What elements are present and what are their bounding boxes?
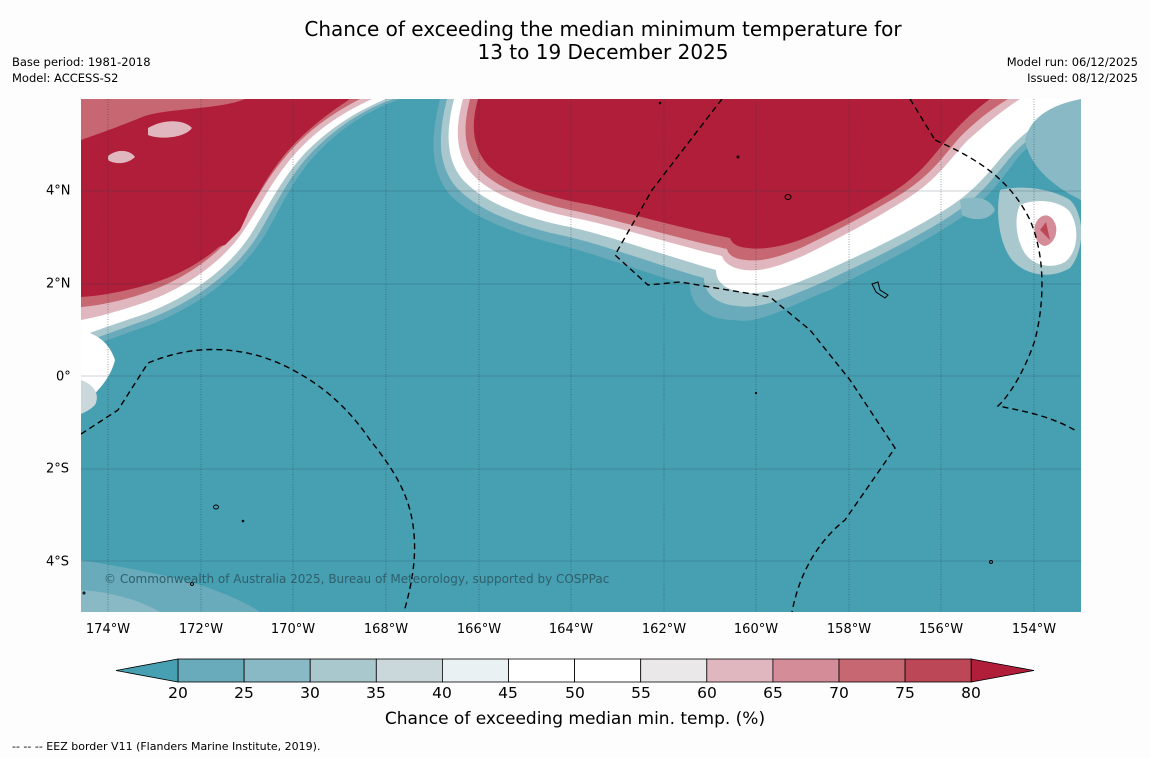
colorbar-segment-50-55 <box>574 658 642 683</box>
colorbar-segment-60-65 <box>706 658 774 683</box>
eez-borders <box>81 99 1079 612</box>
lat-label-2n: 2°N <box>46 276 71 292</box>
metadata-left: Base period: 1981-2018 Model: ACCESS-S2 <box>12 54 151 86</box>
lon-label-174w: 174°W <box>85 622 131 637</box>
eez-border-east <box>934 139 1079 433</box>
issued-text: Issued: 08/12/2025 <box>1027 71 1138 85</box>
colorbar-segment-55-60 <box>640 658 708 683</box>
colorbar-segment-30-35 <box>309 658 377 683</box>
eez-border-northeast <box>909 99 936 141</box>
colorbar-tick-55: 55 <box>631 684 651 702</box>
colorbar-tick-40: 40 <box>432 684 452 702</box>
island-5 <box>190 582 194 586</box>
colorbar-tick-35: 35 <box>366 684 386 702</box>
colorbar-tick-25: 25 <box>234 684 254 702</box>
island-8 <box>658 101 662 105</box>
field-25-30-ne <box>1025 99 1081 200</box>
island-9 <box>754 391 758 395</box>
island-7 <box>736 155 740 159</box>
colorbar-tick-50: 50 <box>565 684 585 702</box>
colorbar-segment-20-25 <box>177 658 245 683</box>
island-3 <box>213 504 219 510</box>
colorbar-tick-45: 45 <box>498 684 518 702</box>
colorbar-tick-80: 80 <box>961 684 981 702</box>
colorbar-tick-60: 60 <box>697 684 717 702</box>
colorbar-segment-45-50 <box>508 658 575 683</box>
field-70-75-nw-patch <box>81 99 245 140</box>
island-6 <box>989 560 993 564</box>
title-line-2: 13 to 19 December 2025 <box>477 40 729 64</box>
lon-label-170w: 170°W <box>270 622 316 637</box>
eez-border-west <box>81 348 416 612</box>
eez-border-central <box>614 99 896 612</box>
lon-label-162w: 162°W <box>641 622 687 637</box>
field-60-65-nw-spot <box>148 121 192 138</box>
base-period-text: Base period: 1981-2018 <box>12 55 151 69</box>
lat-label-4s: 4°S <box>46 554 70 570</box>
field-25-30-east-spot <box>960 197 995 220</box>
field-35-40-equator-west <box>81 380 97 414</box>
probability-field <box>81 99 1081 612</box>
lon-label-168w: 168°W <box>363 622 409 637</box>
colorbar <box>115 658 1035 683</box>
colorbar-segment-25-30 <box>243 658 311 683</box>
model-run-text: Model run: 06/12/2025 <box>1006 55 1138 69</box>
lon-label-172w: 172°W <box>178 622 224 637</box>
island-4 <box>241 519 245 523</box>
colorbar-tick-65: 65 <box>763 684 783 702</box>
colorbar-segment-70-75 <box>838 658 906 683</box>
colorbar-segment-75-80 <box>904 658 972 683</box>
lon-label-164w: 164°W <box>548 622 594 637</box>
colorbar-segment-40-45 <box>441 658 509 683</box>
island-2 <box>871 281 889 299</box>
lon-label-158w: 158°W <box>826 622 872 637</box>
colorbar-tick-75: 75 <box>895 684 915 702</box>
lat-label-4n: 4°N <box>46 183 71 199</box>
colorbar-tick-30: 30 <box>300 684 320 702</box>
lon-label-156w: 156°W <box>918 622 964 637</box>
field-above-80-north <box>473 99 990 249</box>
map-gridlines <box>107 99 1035 612</box>
colorbar-segment-35-40 <box>375 658 443 683</box>
field-75-80-east <box>1040 222 1050 240</box>
lon-label-160w: 160°W <box>733 622 779 637</box>
colorbar-tick-70: 70 <box>829 684 849 702</box>
island-10 <box>82 591 86 595</box>
islands <box>82 101 993 595</box>
chart-title: Chance of exceeding the median minimum t… <box>0 18 1150 64</box>
metadata-right: Model run: 06/12/2025 Issued: 08/12/2025 <box>1007 54 1138 86</box>
lon-label-154w: 154°W <box>1011 622 1057 637</box>
model-text: Model: ACCESS-S2 <box>12 71 119 85</box>
colorbar-segment-65-70 <box>772 658 840 683</box>
colorbar-title: Chance of exceeding median min. temp. (%… <box>384 709 766 729</box>
title-line-1: Chance of exceeding the median minimum t… <box>304 17 902 41</box>
map-latitude-lines <box>81 190 1081 562</box>
colorbar-extend-low <box>115 658 179 683</box>
copyright-notice: © Commonwealth of Australia 2025, Bureau… <box>104 572 610 586</box>
colorbar-extend-high <box>970 658 1035 683</box>
colorbar-tick-20: 20 <box>168 684 188 702</box>
island-1 <box>784 194 792 200</box>
lat-label-equator: 0° <box>56 369 71 385</box>
eez-footnote: -- -- -- EEZ border V11 (Flanders Marine… <box>12 740 321 753</box>
field-above-80-west-core <box>95 143 258 249</box>
field-25-30-south <box>81 590 160 612</box>
lon-label-166w: 166°W <box>456 622 502 637</box>
field-60-65-nw-spot2 <box>108 150 135 164</box>
lat-label-2s: 2°S <box>46 461 70 477</box>
